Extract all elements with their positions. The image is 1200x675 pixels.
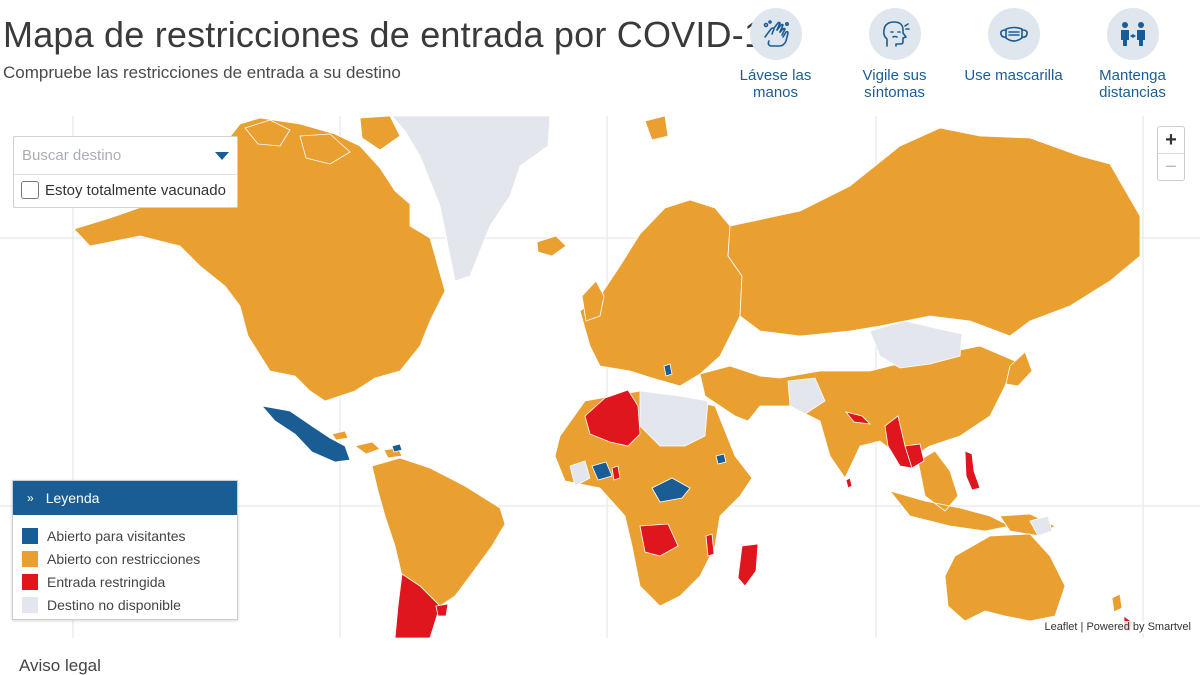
- region-pacific-gray: [1029, 515, 1053, 537]
- legend-label: Abierto con restricciones: [47, 550, 201, 567]
- region-iceland: [536, 235, 567, 257]
- page-subtitle: Compruebe las restricciones de entrada a…: [3, 63, 401, 82]
- chevron-down-icon[interactable]: [215, 152, 229, 160]
- vaccinated-checkbox[interactable]: [21, 181, 39, 199]
- tip-wash-hands-label: Lávese las manos: [739, 67, 812, 101]
- chevrons-right-icon: »: [27, 491, 34, 505]
- region-philippines: [964, 450, 981, 491]
- region-australia: [944, 533, 1066, 622]
- region-algeria: [584, 389, 641, 447]
- region-sri-lanka: [845, 477, 853, 489]
- legend-toggle[interactable]: » Leyenda: [13, 481, 237, 515]
- legend-swatch-open: [22, 527, 38, 544]
- zoom-in-button[interactable]: +: [1165, 128, 1177, 151]
- tip-symptoms: Vigile sus síntomas: [835, 8, 954, 101]
- legend-swatch-restrictions: [22, 550, 38, 567]
- region-madagascar: [737, 543, 759, 587]
- map-attribution[interactable]: Leaflet | Powered by Smartvel: [1043, 621, 1192, 633]
- legend-label: Abierto para visitantes: [47, 527, 186, 544]
- region-angola: [639, 523, 679, 557]
- legend-item-restrictions: Abierto con restricciones: [13, 547, 237, 570]
- region-central-africa-open: [651, 477, 691, 503]
- zoom-out-button[interactable]: −: [1165, 155, 1177, 178]
- page-title: Mapa de restricciones de entrada por COV…: [3, 14, 785, 55]
- region-middle-east-gray: [787, 377, 826, 415]
- vaccinated-option[interactable]: Estoy totalmente vacunado: [21, 181, 226, 199]
- legal-notice-link[interactable]: Aviso legal: [19, 656, 101, 675]
- region-west-africa-open: [591, 461, 613, 481]
- map-legend: » Leyenda Abierto para visitantes Abiert…: [12, 480, 238, 620]
- region-nepal: [844, 411, 872, 425]
- region-mexico: [260, 405, 351, 463]
- zoom-divider: [1158, 153, 1184, 154]
- region-japan: [1005, 351, 1033, 387]
- destination-search: Estoy totalmente vacunado: [13, 136, 238, 208]
- mask-icon: [987, 8, 1040, 60]
- region-north-america: [73, 117, 446, 402]
- region-balkans-open: [663, 363, 673, 377]
- region-russia: [727, 127, 1141, 337]
- region-horn-africa-open: [715, 453, 727, 465]
- legend-swatch-unavailable: [22, 596, 38, 613]
- legend-item-unavailable: Destino no disponible: [13, 593, 237, 616]
- region-arctic-islands: [244, 116, 401, 165]
- region-scandinavia-north: [644, 116, 669, 141]
- tip-symptoms-label: Vigile sus síntomas: [862, 67, 927, 101]
- region-new-zealand: [1111, 593, 1123, 613]
- legend-swatch-restricted: [22, 573, 38, 590]
- region-uk: [581, 280, 605, 322]
- legend-item-restricted: Entrada restringida: [13, 570, 237, 593]
- search-input[interactable]: [14, 137, 237, 175]
- region-uruguay: [435, 603, 449, 617]
- region-thailand-laos: [904, 443, 925, 469]
- tip-mask-label: Use mascarilla: [964, 67, 1063, 84]
- region-mongolia: [869, 320, 963, 369]
- legend-list: Abierto para visitantes Abierto con rest…: [13, 515, 237, 616]
- tip-distance: Mantenga distancias: [1073, 8, 1192, 101]
- distance-icon: [1106, 8, 1159, 60]
- region-south-america: [371, 457, 506, 607]
- legend-label: Entrada restringida: [47, 573, 166, 590]
- health-tips: Lávese las manos Vigile sus síntomas Use…: [716, 8, 1192, 101]
- region-west-africa-gray: [569, 460, 591, 487]
- tip-wash-hands: Lávese las manos: [716, 8, 835, 101]
- legend-label: Destino no disponible: [47, 596, 181, 613]
- zoom-control: + −: [1157, 126, 1185, 181]
- region-caribbean-open: [391, 443, 403, 453]
- vaccinated-label[interactable]: Estoy totalmente vacunado: [45, 181, 226, 199]
- tip-mask: Use mascarilla: [954, 8, 1073, 101]
- hand-wash-icon: [749, 8, 802, 60]
- legend-item-open: Abierto para visitantes: [13, 524, 237, 547]
- region-europe: [579, 199, 743, 387]
- region-argentina: [394, 573, 441, 638]
- tip-distance-label: Mantenga distancias: [1099, 67, 1166, 101]
- region-west-africa-restricted: [611, 465, 621, 481]
- region-malawi: [705, 533, 715, 557]
- region-greenland: [391, 116, 551, 282]
- legend-title: Leyenda: [45, 490, 100, 506]
- symptoms-icon: [868, 8, 921, 60]
- region-libya-egypt: [639, 390, 709, 447]
